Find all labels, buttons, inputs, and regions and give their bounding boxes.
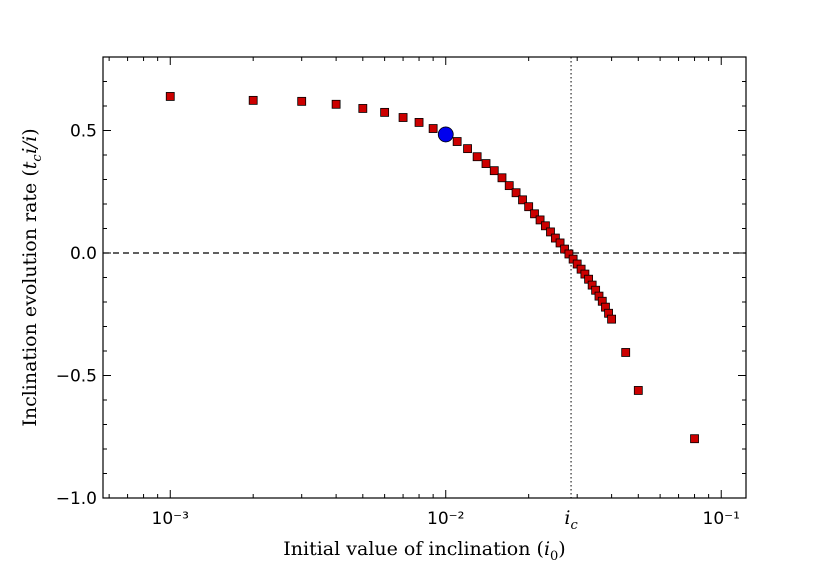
y-axis-label-part: i̇/i (19, 136, 41, 155)
point (165, 92, 175, 101)
point (452, 137, 462, 146)
point (497, 173, 507, 183)
point (463, 144, 472, 154)
critical-label: ic (564, 507, 578, 533)
point (633, 386, 643, 395)
y-tick-label: −0.5 (56, 367, 97, 387)
y-axis-label-part: ) (19, 128, 41, 135)
point (518, 195, 527, 205)
y-tick-label: 0.0 (70, 244, 97, 264)
x-axis-label: Initial value of inclination (i0) (283, 538, 565, 564)
x-tick-label: 10⁻³ (152, 509, 189, 529)
point (380, 107, 390, 117)
point (297, 96, 307, 106)
point (437, 126, 454, 143)
point (555, 238, 565, 248)
x-tick-label: 10⁻¹ (703, 509, 740, 529)
point (481, 159, 491, 168)
point (489, 166, 499, 176)
y-tick-label: 0.5 (70, 122, 97, 142)
point (248, 95, 258, 105)
point (472, 152, 482, 162)
y-axis-label-part: c (30, 154, 45, 162)
critical-label-sub: c (570, 518, 578, 533)
point (398, 113, 408, 122)
point (530, 209, 539, 219)
x-axis-label-part: Initial value of inclination ( (283, 538, 544, 560)
y-axis-label-part: Inclination evolution rate ( (19, 169, 41, 426)
point (504, 181, 514, 191)
point (540, 221, 550, 231)
point (621, 348, 631, 357)
y-axis-label: Inclination evolution rate (tci̇/i) (19, 128, 45, 426)
plot-frame (102, 56, 747, 499)
point (550, 233, 560, 243)
x-axis-label-part: i (544, 538, 550, 560)
point (428, 124, 438, 133)
point (331, 99, 341, 109)
y-tick-label: −1.0 (56, 489, 97, 509)
point (607, 314, 617, 324)
y-axis-label-part: t (19, 161, 41, 169)
x-tick-label: 10⁻² (427, 509, 464, 529)
point (524, 202, 534, 212)
critical-label-main: i (564, 507, 570, 529)
x-axis-label-part: 0 (550, 549, 558, 564)
point (511, 188, 521, 198)
point (358, 104, 368, 113)
point (535, 215, 545, 225)
point (414, 118, 424, 127)
x-axis-label-part: ) (558, 538, 565, 560)
point (690, 434, 699, 444)
point (546, 227, 555, 237)
